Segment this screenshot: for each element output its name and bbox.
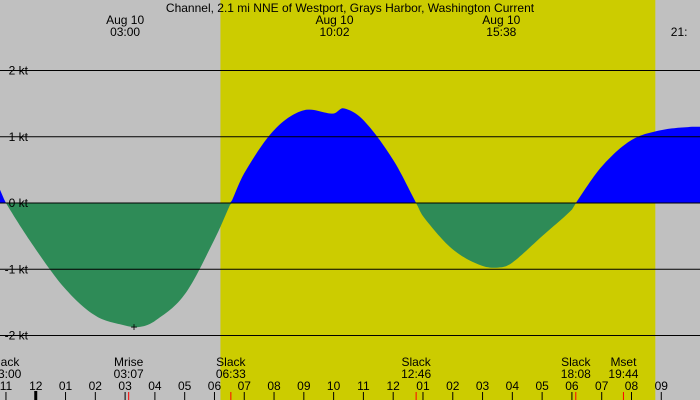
hour-tick-label: 12 <box>387 379 401 393</box>
hour-tick-label: 09 <box>297 379 311 393</box>
hour-tick-label: 09 <box>655 379 669 393</box>
event-name-label: Slack <box>401 355 431 369</box>
event-time-label: 12:46 <box>401 367 431 381</box>
hour-tick-label: 08 <box>625 379 639 393</box>
event-name-label: Mset <box>610 355 637 369</box>
top-date-label: Aug 10 <box>315 13 353 27</box>
hour-tick-label: 01 <box>416 379 430 393</box>
event-time-label: 3:00 <box>0 367 22 381</box>
event-time-label: 03:07 <box>114 367 144 381</box>
top-time-label: 03:00 <box>110 25 140 39</box>
y-tick-label: -2 kt <box>5 329 29 343</box>
hour-tick-label: 07 <box>238 379 252 393</box>
top-time-label: 21: <box>671 25 688 39</box>
hour-tick-label: 06 <box>208 379 222 393</box>
hour-tick-label: 04 <box>506 379 520 393</box>
hour-tick-label: 11 <box>357 379 370 393</box>
y-tick-label: 1 kt <box>9 130 29 144</box>
top-date-label: Aug 10 <box>106 13 144 27</box>
hour-tick-label: 11 <box>0 379 13 393</box>
ebb-current-area <box>0 203 700 328</box>
event-name-label: Slack <box>216 355 246 369</box>
top-date-label: Aug 10 <box>482 13 520 27</box>
y-axis-labels: 2 kt 1 kt 0 kt -1 kt -2 kt <box>5 64 29 343</box>
event-name-label: Mrise <box>114 355 144 369</box>
hour-tick-label: 08 <box>267 379 281 393</box>
hour-tick-label: 05 <box>535 379 549 393</box>
hour-tick-label: 10 <box>327 379 341 393</box>
hour-tick-label: 03 <box>476 379 490 393</box>
hour-tick-label: 05 <box>178 379 192 393</box>
top-time-label: 10:02 <box>319 25 349 39</box>
hour-tick-label: 02 <box>446 379 460 393</box>
hour-tick-label: 03 <box>118 379 132 393</box>
hour-axis: 11 12 01 02 03 04 05 06 07 08 09 10 11 12 01 02 03 04 05 06… <box>0 379 668 400</box>
hour-tick-label: 06 <box>565 379 579 393</box>
y-tick-label: 2 kt <box>9 64 29 78</box>
event-labels: lack3:00Mrise03:07Slack06:33Slack12:46Sl… <box>0 355 639 381</box>
y-tick-label: 0 kt <box>9 196 29 210</box>
hour-tick-label: 12 <box>29 379 43 393</box>
grid-lines <box>0 70 700 336</box>
hour-tick-label: 04 <box>148 379 162 393</box>
y-tick-label: -1 kt <box>5 262 29 276</box>
hour-tick-label: 07 <box>595 379 609 393</box>
top-time-label: 15:38 <box>486 25 516 39</box>
flood-current-area <box>0 108 700 203</box>
event-name-label: Slack <box>561 355 591 369</box>
chart-title: Channel, 2.1 mi NNE of Westport, Grays H… <box>166 1 535 15</box>
event-time-label: 19:44 <box>608 367 638 381</box>
event-time-label: 18:08 <box>561 367 591 381</box>
event-time-label: 06:33 <box>216 367 246 381</box>
event-name-label: lack <box>0 355 20 369</box>
extremum-marker: + <box>131 320 138 334</box>
hour-tick-label: 02 <box>89 379 103 393</box>
hour-tick-label: 01 <box>59 379 73 393</box>
